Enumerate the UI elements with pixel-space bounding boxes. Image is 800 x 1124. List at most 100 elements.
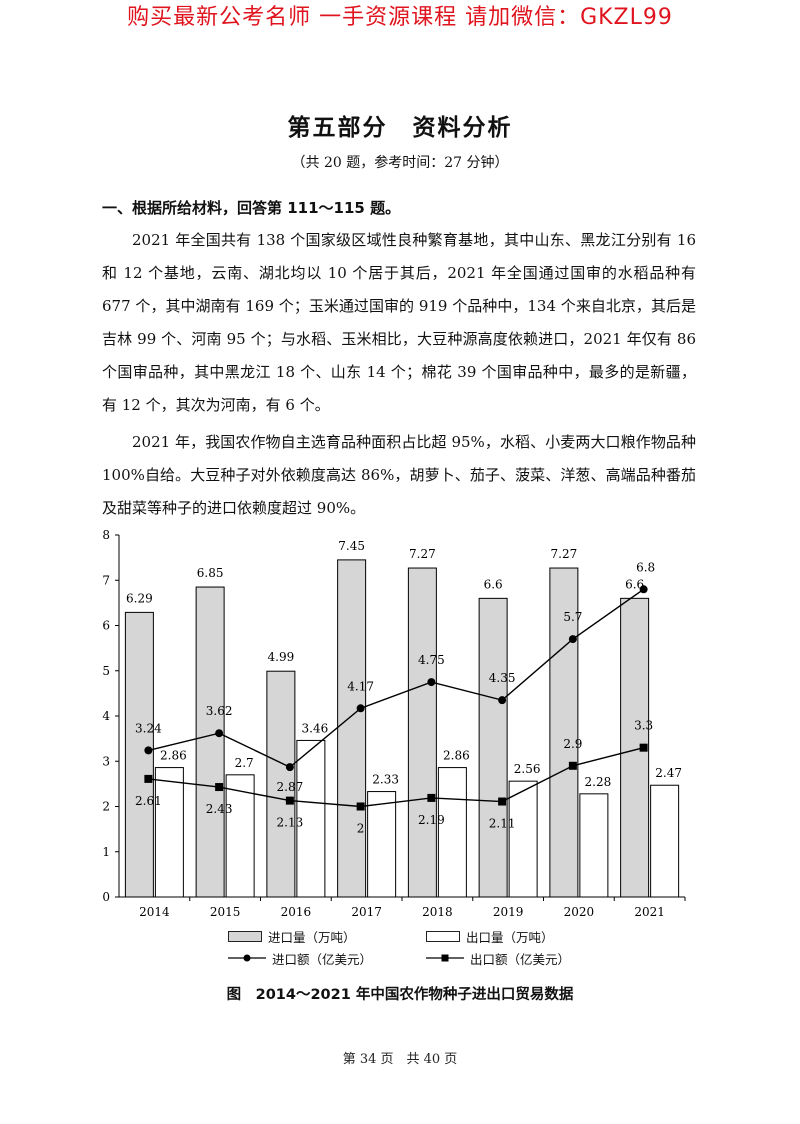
- export-value-label: 2.43: [206, 802, 233, 816]
- export-volume-label: 2.56: [514, 762, 541, 776]
- import-volume-bar: [195, 586, 225, 898]
- import-value-label: 3.24: [135, 721, 162, 735]
- import-value-point: [639, 585, 648, 594]
- export-volume-bar: [650, 784, 680, 898]
- legend-swatch-gray-bar-icon: [228, 930, 262, 942]
- import-value-line: [148, 588, 645, 768]
- export-volume-label: 3.46: [302, 721, 329, 735]
- import-value-point: [285, 763, 294, 772]
- x-tick-label: 2018: [422, 905, 453, 919]
- legend-label-import-volume: 进口量（万吨）: [268, 929, 356, 945]
- export-value-label: 2.11: [489, 817, 516, 831]
- y-tick-label: 1: [102, 845, 110, 859]
- import-volume-bar: [407, 567, 437, 898]
- import-value-label: 5.7: [563, 610, 582, 624]
- x-tick-label: 2014: [139, 905, 170, 919]
- legend-item-import-volume: 进口量（万吨）: [228, 926, 356, 946]
- import-volume-bar: [478, 597, 508, 898]
- legend-label-export-volume: 出口量（万吨）: [466, 929, 554, 945]
- y-tick-label: 5: [102, 664, 110, 678]
- export-volume-label: 2.7: [235, 756, 254, 770]
- export-volume-bar: [367, 791, 397, 898]
- import-volume-label: 6.85: [197, 566, 224, 580]
- y-tick-label: 2: [102, 800, 110, 814]
- section-heading: 一、根据所给材料，回答第 111～115 题。: [102, 199, 401, 217]
- export-value-point: [285, 796, 294, 805]
- import-volume-label: 6.6: [484, 577, 503, 591]
- legend-label-import-value: 进口额（亿美元）: [272, 951, 373, 967]
- y-tick-label: 6: [102, 619, 110, 633]
- import-volume-bar: [549, 567, 579, 898]
- export-value-point: [568, 761, 577, 770]
- import-value-point: [144, 746, 153, 755]
- import-value-point: [568, 635, 577, 644]
- export-value-label: 2.9: [563, 737, 582, 751]
- import-value-point: [427, 678, 436, 687]
- export-value-label: 2.61: [135, 794, 162, 808]
- import-volume-label: 6.6: [625, 577, 644, 591]
- import-value-label: 3.62: [206, 704, 233, 718]
- export-value-label: 2: [357, 822, 365, 836]
- y-tick-label: 0: [102, 890, 110, 904]
- export-volume-label: 2.33: [372, 773, 399, 787]
- legend-line-circle-icon: [228, 954, 266, 962]
- export-volume-bar: [154, 767, 184, 898]
- legend-label-export-value: 出口额（亿美元）: [470, 951, 571, 967]
- legend-item-export-value: 出口额（亿美元）: [426, 948, 570, 968]
- y-tick-label: 3: [102, 754, 110, 768]
- export-volume-label: 2.86: [160, 749, 187, 763]
- y-tick-label: 4: [102, 709, 110, 723]
- export-volume-label: 2.86: [443, 749, 470, 763]
- legend-item-export-volume: 出口量（万吨）: [426, 926, 554, 946]
- x-tick-label: 2016: [281, 905, 312, 919]
- export-value-label: 3.3: [634, 719, 653, 733]
- page-title: 第五部分 资料分析: [287, 115, 513, 141]
- export-value-label: 2.13: [277, 816, 304, 830]
- export-value-label: 2.19: [418, 813, 445, 827]
- export-value-line: [148, 746, 644, 808]
- export-value-point: [356, 802, 365, 811]
- import-value-point: [498, 696, 507, 705]
- figure-caption: 图 2014～2021 年中国农作物种子进出口贸易数据: [226, 987, 574, 1003]
- import-volume-label: 7.27: [409, 547, 436, 561]
- import-volume-bar: [124, 611, 154, 898]
- y-tick-label: 7: [102, 573, 110, 587]
- paragraph-1: 2021 年全国共有 138 个国家级区域性良种繁育基地，其中山东、黑龙江分别有…: [102, 231, 696, 414]
- paragraph-2: 2021 年，我国农作物自主选育品种面积占比超 95%，水稻、小麦两大口粮作物品…: [102, 433, 696, 517]
- import-volume-label: 7.27: [551, 547, 578, 561]
- export-volume-bar: [508, 780, 538, 898]
- x-tick-label: 2015: [210, 905, 241, 919]
- trade-chart: 0 1 2 3 4 5 6 7 8 2014 2015 2016 2017 2018 2019 2020 202…: [102, 528, 686, 919]
- import-value-point: [356, 704, 365, 713]
- import-value-label: 4.35: [489, 671, 516, 685]
- export-volume-bar: [579, 793, 609, 898]
- legend-line-square-icon: [426, 954, 464, 962]
- legend-item-import-value: 进口额（亿美元）: [228, 948, 372, 968]
- import-value-label: 4.75: [418, 653, 445, 667]
- export-value-point: [498, 797, 507, 806]
- x-tick-label: 2020: [564, 905, 595, 919]
- import-volume-label: 6.29: [126, 591, 153, 605]
- x-tick-label: 2021: [634, 905, 665, 919]
- import-value-label: 2.87: [277, 780, 304, 794]
- chart-legend: 进口量（万吨） 出口量（万吨） 进口额（亿美元） 出口额（亿美元）: [228, 926, 588, 970]
- export-volume-bar: [296, 739, 326, 898]
- legend-swatch-white-bar-icon: [426, 930, 460, 942]
- export-value-point: [215, 783, 224, 792]
- export-volume-label: 2.47: [655, 766, 682, 780]
- export-volume-label: 2.28: [585, 775, 612, 789]
- import-value-point: [215, 729, 224, 738]
- export-volume-bar: [437, 767, 467, 898]
- import-volume-label: 4.99: [268, 650, 295, 664]
- export-value-point: [639, 743, 648, 752]
- y-tick-label: 8: [102, 528, 110, 542]
- watermark-banner: 购买最新公考名师 一手资源课程 请加微信：GKZL99: [127, 5, 673, 30]
- page-footer: 第 34 页 共 40 页: [342, 1052, 458, 1067]
- import-value-label: 6.8: [636, 560, 655, 574]
- x-tick-label: 2019: [493, 905, 524, 919]
- import-volume-bar: [266, 670, 296, 898]
- import-volume-label: 7.45: [338, 539, 365, 553]
- import-volume-bar: [337, 559, 367, 898]
- export-value-point: [144, 774, 153, 783]
- export-value-point: [427, 793, 436, 802]
